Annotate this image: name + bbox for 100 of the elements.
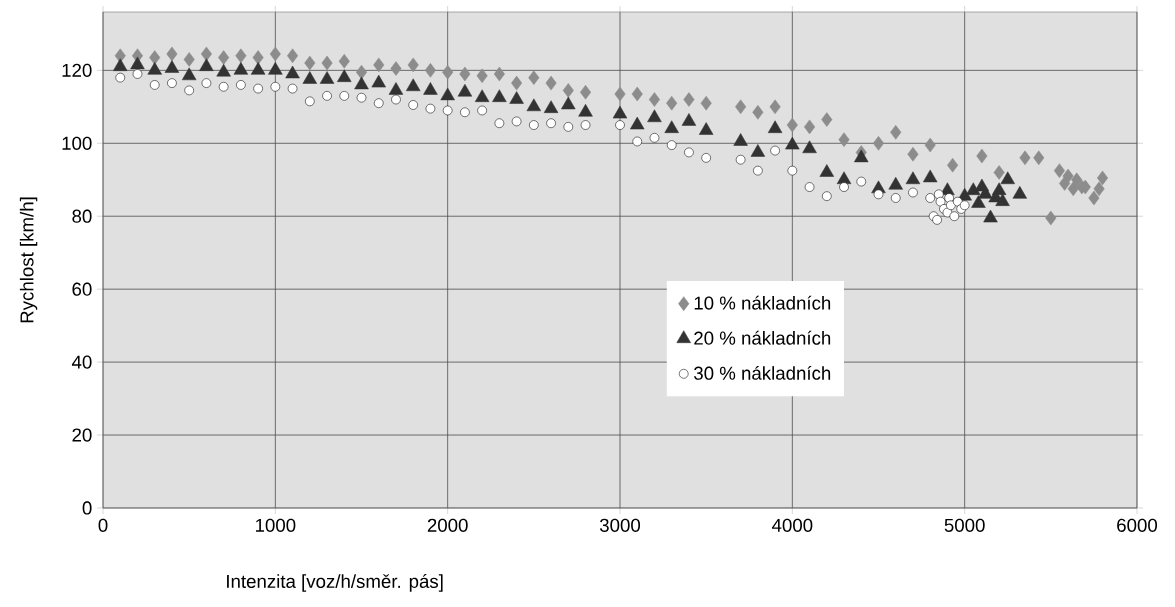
point bbox=[268, 62, 283, 75]
y-tick-label: 120 bbox=[62, 63, 92, 77]
point bbox=[319, 71, 335, 84]
point bbox=[630, 116, 645, 130]
point bbox=[474, 89, 490, 102]
point bbox=[890, 193, 901, 203]
point bbox=[285, 65, 300, 79]
point bbox=[132, 69, 143, 79]
point bbox=[425, 103, 436, 114]
point bbox=[698, 122, 714, 135]
point bbox=[305, 96, 315, 107]
point bbox=[184, 85, 194, 96]
point bbox=[888, 176, 903, 190]
point bbox=[440, 87, 455, 101]
point bbox=[822, 191, 832, 201]
x-tick-label: 1000 bbox=[256, 518, 296, 532]
point bbox=[356, 92, 367, 103]
point bbox=[526, 98, 542, 112]
y-tick-label: 60 bbox=[72, 282, 92, 296]
point bbox=[612, 105, 628, 119]
point bbox=[181, 67, 197, 81]
x-tick-label: 5000 bbox=[944, 518, 985, 532]
point bbox=[477, 105, 487, 116]
point bbox=[354, 76, 369, 90]
point bbox=[1000, 171, 1015, 185]
point bbox=[932, 215, 942, 225]
point bbox=[322, 91, 332, 101]
legend-label: 10 % nákladních bbox=[694, 295, 831, 310]
point bbox=[529, 120, 539, 130]
point bbox=[701, 153, 711, 163]
point bbox=[233, 62, 249, 75]
point bbox=[978, 186, 993, 199]
point bbox=[250, 62, 266, 75]
y-tick-label: 0 bbox=[82, 501, 92, 515]
point bbox=[371, 74, 386, 88]
point bbox=[147, 62, 162, 75]
point bbox=[819, 164, 834, 177]
point bbox=[218, 81, 229, 92]
point bbox=[785, 136, 800, 150]
point bbox=[873, 189, 884, 200]
point bbox=[753, 165, 763, 176]
point bbox=[115, 72, 126, 83]
point bbox=[236, 80, 246, 90]
point bbox=[199, 58, 214, 71]
point bbox=[302, 71, 318, 84]
point bbox=[925, 193, 935, 203]
point bbox=[373, 98, 384, 108]
point bbox=[995, 193, 1010, 206]
y-axis-title: Rychlost [km/h] bbox=[19, 197, 38, 323]
point bbox=[905, 171, 921, 185]
legend-label: 30 % nákladních bbox=[694, 365, 831, 380]
point bbox=[991, 182, 1007, 195]
point bbox=[684, 147, 694, 158]
point bbox=[408, 100, 418, 110]
point bbox=[770, 145, 780, 156]
y-tick-label: 20 bbox=[72, 428, 92, 442]
point bbox=[804, 182, 815, 192]
point bbox=[839, 182, 849, 192]
point bbox=[201, 78, 212, 88]
point bbox=[509, 91, 524, 104]
point bbox=[164, 60, 180, 73]
point bbox=[388, 82, 404, 95]
point bbox=[959, 200, 970, 211]
point bbox=[767, 120, 783, 133]
point bbox=[561, 96, 576, 110]
point bbox=[460, 107, 470, 118]
point bbox=[578, 104, 593, 117]
x-tick-label: 2000 bbox=[427, 518, 468, 532]
x-tick-label: 0 bbox=[98, 518, 108, 532]
point bbox=[1012, 186, 1027, 199]
point bbox=[391, 94, 401, 105]
point bbox=[854, 149, 869, 163]
point bbox=[339, 91, 350, 101]
y-tick-label: 80 bbox=[72, 209, 92, 223]
point bbox=[167, 78, 177, 88]
x-tick-label: 4000 bbox=[771, 518, 813, 532]
point bbox=[253, 83, 263, 94]
point bbox=[511, 116, 522, 127]
point bbox=[632, 136, 643, 147]
point bbox=[423, 82, 438, 95]
point bbox=[149, 80, 160, 90]
point bbox=[935, 196, 946, 207]
legend-label: 20 % nákladních bbox=[694, 330, 831, 345]
point bbox=[787, 165, 798, 176]
point bbox=[287, 83, 298, 94]
point bbox=[856, 176, 867, 187]
point bbox=[615, 120, 625, 130]
point bbox=[923, 169, 938, 183]
point bbox=[494, 118, 505, 128]
point bbox=[546, 118, 556, 128]
point bbox=[949, 211, 960, 222]
point bbox=[664, 120, 679, 133]
point bbox=[216, 63, 231, 77]
point bbox=[442, 105, 453, 116]
point bbox=[406, 78, 421, 92]
y-tick-label: 100 bbox=[62, 136, 92, 150]
point bbox=[802, 140, 817, 154]
point bbox=[492, 89, 507, 102]
x-axis-title: Intenzita [voz/h/směr. pás] bbox=[227, 574, 443, 592]
x-tick-label: 3000 bbox=[599, 518, 641, 532]
